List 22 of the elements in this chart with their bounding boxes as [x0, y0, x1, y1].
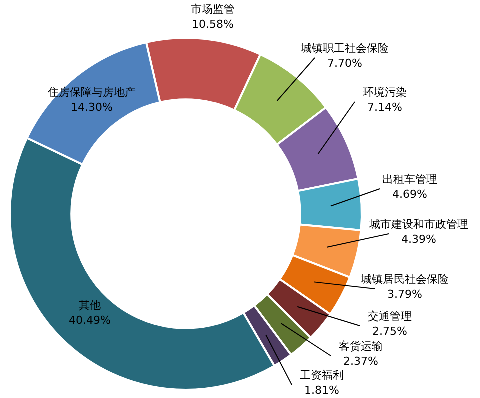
data-label: 3.79%: [388, 288, 422, 301]
slice-label: 客货运输: [339, 340, 383, 353]
data-label: 1.81%: [304, 384, 340, 397]
slice-label: 市场监管: [191, 3, 235, 16]
slice-label: 城镇职工社会保险: [300, 42, 389, 55]
slice-label: 交通管理: [368, 310, 412, 323]
slice-label: 出租车管理: [382, 173, 438, 186]
data-label: 2.75%: [372, 325, 408, 338]
data-label: 7.14%: [368, 101, 402, 114]
slice-label: 工资福利: [300, 369, 344, 382]
slice-label: 其他: [79, 299, 101, 312]
data-label: 2.37%: [344, 355, 378, 368]
data-label: 7.70%: [328, 57, 362, 70]
data-label: 4.69%: [392, 188, 428, 201]
slice-label: 住房保障与房地产: [48, 86, 136, 99]
slice-label: 环境污染: [363, 86, 407, 99]
data-label: 4.39%: [402, 233, 436, 246]
slice-label: 城市建设和市政管理: [368, 218, 468, 231]
data-label: 10.58%: [192, 18, 234, 31]
slice-label: 城镇居民社会保险: [360, 273, 449, 286]
data-label: 14.30%: [71, 101, 113, 114]
data-label: 40.49%: [69, 314, 111, 327]
